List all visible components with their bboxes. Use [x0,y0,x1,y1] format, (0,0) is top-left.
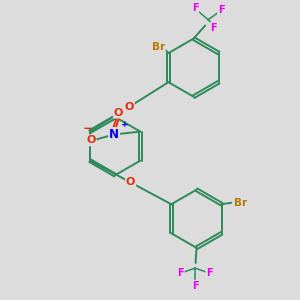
Text: F: F [210,23,217,33]
Text: O: O [114,108,123,118]
Text: O: O [124,102,134,112]
Text: F: F [192,280,198,291]
Text: +: + [122,120,129,129]
Text: −: − [83,122,93,135]
Text: F: F [218,4,224,14]
Text: Br: Br [152,42,165,52]
Text: F: F [192,3,198,13]
Text: O: O [126,177,135,188]
Text: Br: Br [234,198,247,208]
Text: F: F [177,268,184,278]
Text: O: O [86,135,96,145]
Text: N: N [109,128,119,141]
Text: F: F [206,268,213,278]
